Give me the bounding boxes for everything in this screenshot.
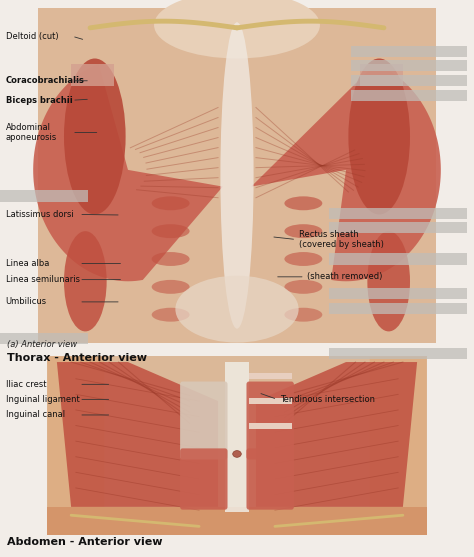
FancyBboxPatch shape — [47, 356, 104, 535]
Bar — [38, 8, 436, 343]
Ellipse shape — [152, 307, 190, 322]
Text: (sheath removed): (sheath removed) — [307, 272, 383, 281]
Text: Biceps brachii: Biceps brachii — [6, 96, 73, 105]
FancyBboxPatch shape — [246, 382, 294, 460]
Polygon shape — [57, 362, 218, 507]
FancyBboxPatch shape — [180, 382, 228, 460]
Bar — [225, 362, 249, 512]
Bar — [47, 356, 427, 535]
Ellipse shape — [64, 58, 126, 214]
Bar — [351, 46, 467, 57]
Ellipse shape — [175, 276, 299, 343]
Bar — [71, 64, 114, 86]
FancyBboxPatch shape — [180, 448, 228, 510]
Ellipse shape — [152, 280, 190, 294]
Bar — [351, 90, 467, 101]
Ellipse shape — [367, 231, 410, 331]
Ellipse shape — [152, 196, 190, 210]
Bar — [249, 373, 292, 379]
Polygon shape — [33, 64, 223, 281]
Bar — [329, 288, 467, 299]
FancyBboxPatch shape — [370, 356, 427, 535]
Bar — [351, 60, 467, 71]
Bar — [329, 348, 467, 359]
Text: Coracobrachialis: Coracobrachialis — [6, 76, 84, 85]
Ellipse shape — [152, 252, 190, 266]
Bar — [0, 190, 88, 202]
Text: Inguinal ligament: Inguinal ligament — [6, 395, 80, 404]
Ellipse shape — [284, 307, 322, 322]
Polygon shape — [251, 64, 441, 281]
Ellipse shape — [233, 451, 241, 457]
Ellipse shape — [348, 58, 410, 214]
Text: Inguinal canal: Inguinal canal — [6, 411, 65, 419]
Bar — [47, 507, 427, 535]
Text: Abdominal
aponeurosis: Abdominal aponeurosis — [6, 123, 57, 142]
Text: Latissimus dorsi: Latissimus dorsi — [6, 210, 73, 219]
Ellipse shape — [152, 224, 190, 238]
Ellipse shape — [284, 280, 322, 294]
Polygon shape — [256, 362, 417, 507]
Bar — [0, 333, 88, 344]
Ellipse shape — [284, 224, 322, 238]
Text: Thorax - Anterior view: Thorax - Anterior view — [7, 353, 147, 363]
Bar — [351, 75, 467, 86]
Text: Linea alba: Linea alba — [6, 259, 49, 268]
Ellipse shape — [220, 22, 254, 329]
Ellipse shape — [154, 0, 320, 58]
Bar — [329, 222, 467, 233]
Text: Abdomen - Anterior view: Abdomen - Anterior view — [7, 537, 163, 547]
Bar — [360, 64, 403, 86]
Text: Rectus sheath
(covered by sheath): Rectus sheath (covered by sheath) — [299, 230, 383, 249]
Text: Linea semilunaris: Linea semilunaris — [6, 275, 80, 284]
Text: Umbilicus: Umbilicus — [6, 297, 47, 306]
Text: (a) Anterior view: (a) Anterior view — [7, 340, 77, 349]
Text: Tendinous intersection: Tendinous intersection — [280, 395, 374, 404]
Bar — [249, 398, 292, 404]
Text: Deltoid (cut): Deltoid (cut) — [6, 32, 58, 41]
Ellipse shape — [284, 196, 322, 210]
FancyBboxPatch shape — [246, 448, 294, 510]
Bar — [329, 253, 467, 265]
Ellipse shape — [284, 252, 322, 266]
Bar — [249, 423, 292, 429]
Bar — [329, 208, 467, 219]
Text: Iliac crest: Iliac crest — [6, 380, 46, 389]
Ellipse shape — [64, 231, 107, 331]
Bar — [329, 303, 467, 314]
